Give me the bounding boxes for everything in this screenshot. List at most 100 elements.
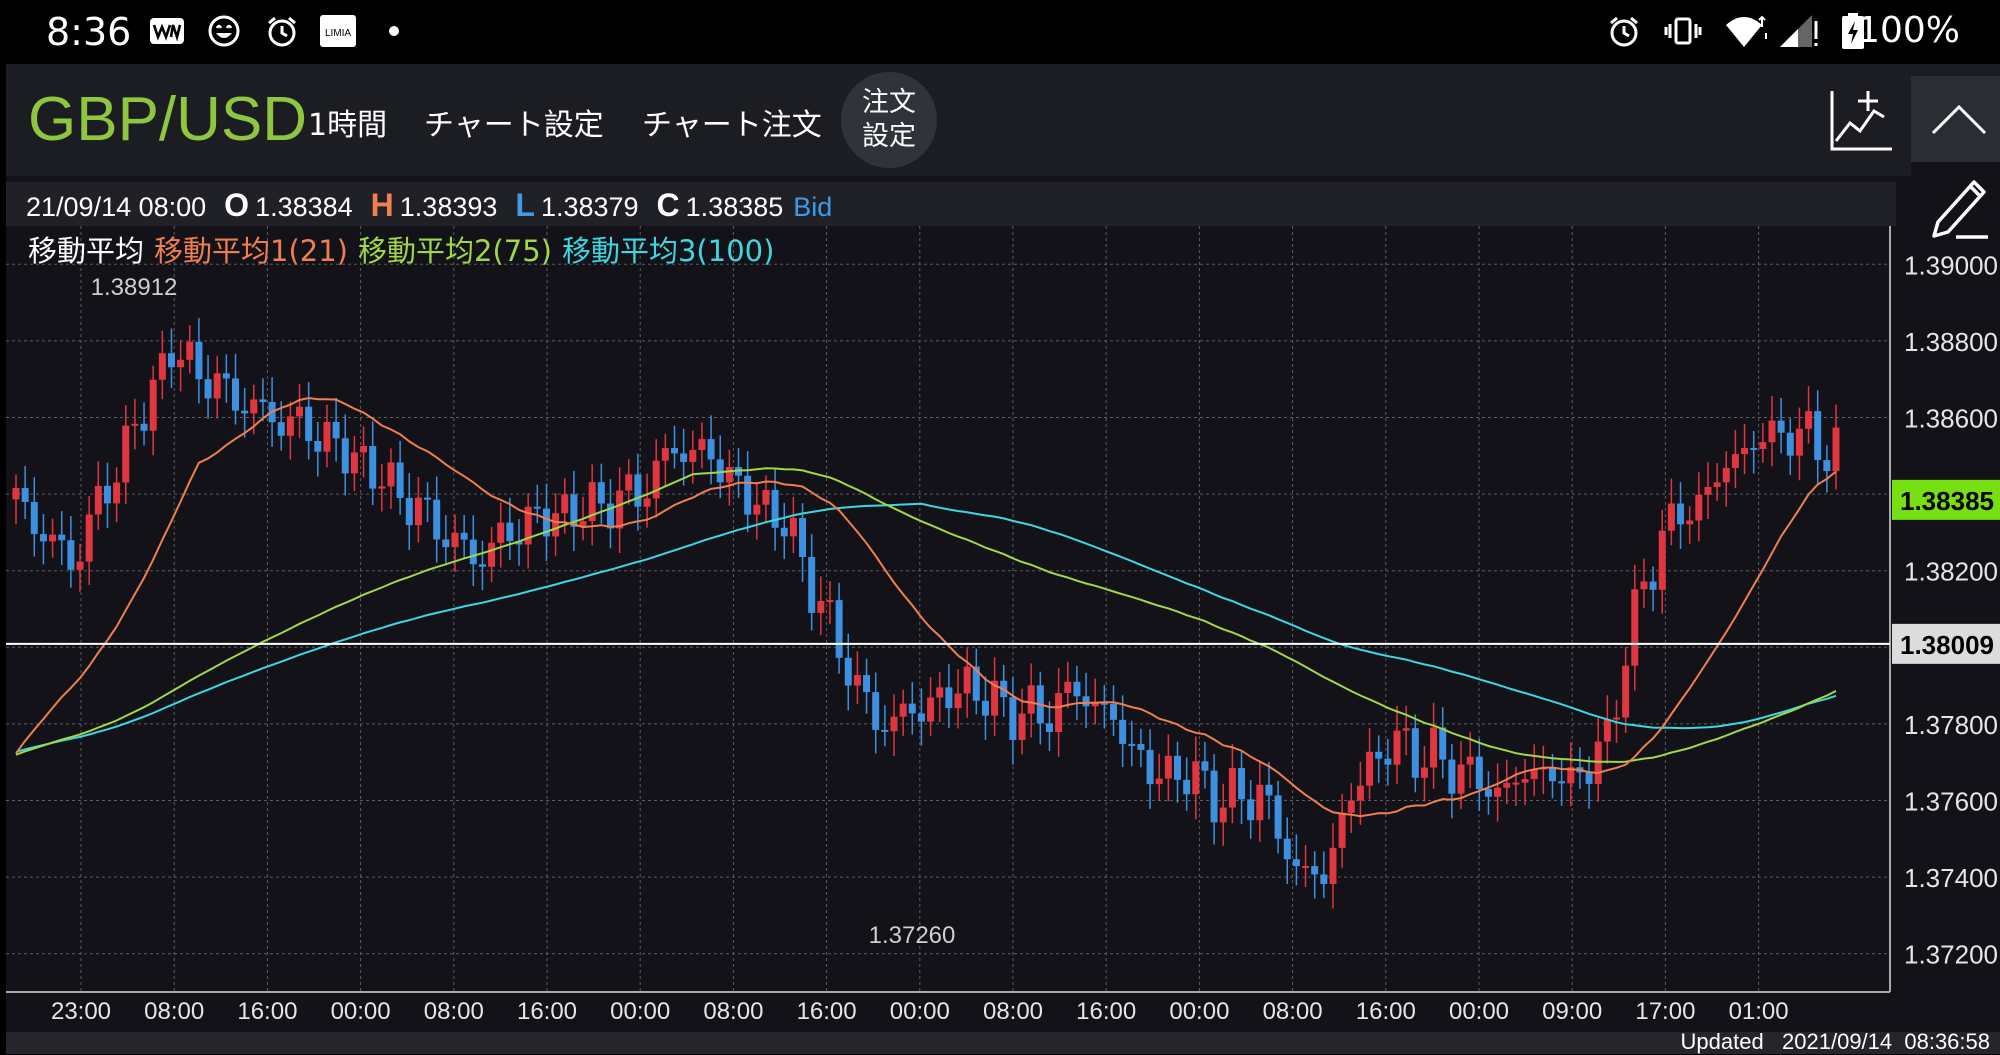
candle-body (1329, 847, 1337, 885)
candle-body (1375, 751, 1383, 759)
candle-body (149, 379, 157, 431)
candle-body (478, 564, 486, 567)
current-price-tag (1892, 479, 2000, 520)
candle-body (945, 687, 953, 709)
open-value: 1.38384 (255, 192, 353, 222)
candle-body (1256, 784, 1264, 821)
candle-body (1164, 755, 1172, 779)
candle-body (1594, 741, 1602, 784)
candle-body (716, 459, 724, 483)
candle-body (1128, 743, 1136, 746)
candle-body (1777, 420, 1785, 433)
candle-body (908, 703, 916, 714)
candle-body (1265, 784, 1273, 796)
legend-ma2: 移動平均2(75) (358, 234, 552, 268)
currency-pair-selector[interactable]: GBP/USD (28, 85, 308, 154)
candle-body (542, 508, 550, 537)
candle-body (1009, 697, 1017, 740)
candle-body (1484, 789, 1492, 797)
chart-settings-button[interactable]: チャート設定 (424, 108, 604, 143)
ohlc-info-bar: 21/09/14 08:00 O 1.38384 H 1.38393 L 1.38379 C 1… (6, 182, 1896, 226)
candle-body (1759, 442, 1767, 449)
x-tick-label: 08:00 (983, 998, 1043, 1025)
candle-body (1430, 727, 1438, 768)
order-settings-button[interactable]: 注文 設定 (841, 72, 937, 168)
candle-body (1393, 730, 1401, 765)
candle-body (981, 700, 989, 716)
candle-body (1018, 713, 1026, 740)
candle-body (1805, 411, 1813, 429)
candle-body (1192, 761, 1200, 795)
x-tick-label: 00:00 (1169, 998, 1229, 1025)
candle-body (442, 539, 450, 548)
candle-body (167, 353, 175, 368)
add-indicator-icon[interactable] (1816, 74, 1906, 166)
x-tick-label: 16:00 (517, 998, 577, 1025)
candle-body (378, 486, 386, 489)
candle-body (451, 532, 459, 548)
x-tick-label: 08:00 (1263, 998, 1323, 1025)
candle-body (1448, 759, 1456, 794)
timeframe-selector[interactable]: 1時間 (308, 108, 388, 143)
candle-body (1091, 702, 1099, 707)
y-tick-label: 1.37600 (1904, 787, 1998, 817)
vibrate-icon (1663, 12, 1703, 50)
candle-body (67, 540, 75, 570)
candle-body (488, 542, 496, 567)
candle-body (405, 497, 413, 526)
candle-body (277, 422, 285, 436)
candle-body (1064, 681, 1072, 694)
y-tick-label: 1.38800 (1904, 327, 1998, 357)
candle-body (341, 438, 349, 474)
candle-body (1512, 782, 1520, 785)
low-label: L (515, 187, 535, 223)
candle-body (698, 439, 706, 451)
candle-body (387, 462, 395, 487)
candle-body (1686, 520, 1694, 525)
candle-body (1356, 785, 1364, 801)
candle-body (286, 416, 294, 436)
candle-body (1768, 420, 1776, 443)
candle-body (799, 517, 807, 557)
candle-body (122, 425, 130, 483)
candle-body (661, 448, 669, 461)
candle-body (30, 501, 38, 535)
candle-body (1677, 503, 1685, 525)
candle-body (1045, 723, 1053, 733)
candle-body (616, 490, 624, 529)
candle-body (1814, 411, 1822, 461)
chart-toolbar: GBP/USD 1時間 チャート設定 チャート注文 注文 設定 (6, 64, 2000, 176)
candle-body (131, 423, 139, 426)
y-tick-label: 1.37800 (1904, 710, 1998, 740)
updated-timestamp: Updated 2021/09/14 08:36:58 (1680, 1029, 1990, 1054)
chart-order-button[interactable]: チャート注文 (642, 108, 822, 143)
candle-body (744, 475, 752, 515)
draw-tool-button[interactable] (1911, 162, 2000, 248)
candle-body (103, 485, 111, 504)
candle-body (1073, 681, 1081, 697)
candle-body (1311, 866, 1319, 875)
y-tick-label: 1.37400 (1904, 863, 1998, 893)
candle-body (1795, 428, 1803, 456)
candle-body (872, 692, 880, 730)
candle-body (1283, 838, 1291, 860)
pencil-icon (1931, 180, 1988, 239)
candle-body (1475, 756, 1483, 790)
plot-area (6, 226, 1890, 992)
candle-body (1823, 460, 1831, 472)
candle-body (113, 482, 121, 504)
ma2-line (15, 467, 1837, 763)
open-label: O (224, 187, 250, 223)
candle-body (1100, 702, 1108, 705)
status-bar: 8:36 LIMIA 100% (6, 0, 2000, 64)
candle-body (497, 522, 505, 543)
candle-body (597, 482, 605, 504)
wifi-icon (1724, 12, 1768, 50)
collapse-button[interactable] (1911, 76, 2000, 162)
y-tick-label: 1.39000 (1904, 250, 1998, 280)
candle-body (76, 561, 84, 570)
candle-body (762, 489, 770, 505)
candle-body (753, 504, 761, 515)
candle-body (1548, 767, 1556, 782)
price-chart[interactable]: 1.390001.388001.386001.384001.382001.380… (6, 0, 2000, 1032)
